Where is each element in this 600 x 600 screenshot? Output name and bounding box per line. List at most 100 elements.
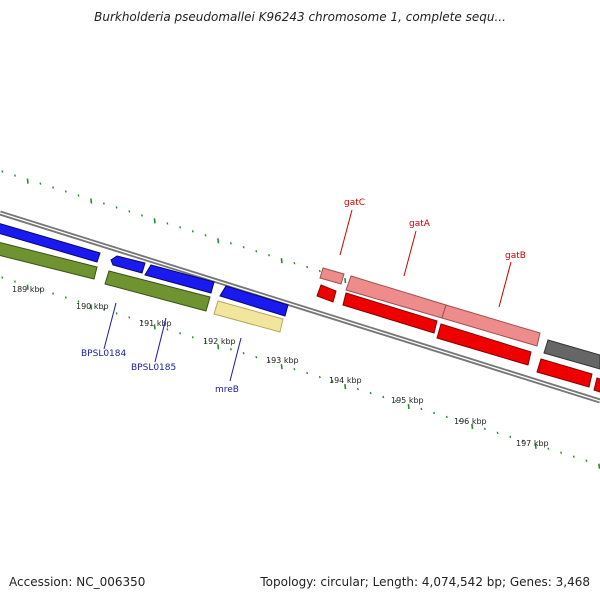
major-tick xyxy=(217,238,220,244)
minor-tick xyxy=(445,415,448,419)
minor-tick xyxy=(382,395,385,399)
gene-labels: BPSL0184 BPSL0185 mreB gatC gatA gatB xyxy=(81,198,526,395)
tick-label: 196 kbp xyxy=(454,417,487,426)
minor-tick xyxy=(102,308,105,311)
gene-track-reverse-right xyxy=(316,284,600,393)
gene-label-gatA[interactable]: gatA xyxy=(409,219,431,229)
minor-tick xyxy=(204,340,207,343)
gene-track-reverse-left xyxy=(0,241,284,333)
major-tick xyxy=(153,324,156,330)
minor-tick xyxy=(318,269,321,273)
minor-tick xyxy=(166,222,169,225)
minor-tick xyxy=(77,300,80,303)
minor-tick xyxy=(433,411,436,415)
minor-tick xyxy=(522,439,524,443)
tick-label: 189 kbp xyxy=(12,285,45,294)
gene-green[interactable] xyxy=(0,241,98,280)
gene-blue[interactable] xyxy=(144,264,215,294)
major-tick xyxy=(153,218,156,224)
minor-tick xyxy=(509,435,512,439)
gene-label-gatB[interactable]: gatB xyxy=(505,251,526,261)
major-tick xyxy=(598,463,600,469)
minor-tick xyxy=(39,288,42,291)
gene-blue[interactable] xyxy=(219,285,289,317)
minor-tick xyxy=(77,194,80,197)
minor-tick xyxy=(115,312,118,315)
tick-label: 192 kbp xyxy=(203,337,236,346)
gene-red[interactable] xyxy=(593,377,600,393)
minor-tick xyxy=(179,332,182,335)
gene-blue[interactable] xyxy=(0,223,101,263)
minor-tick xyxy=(229,348,232,351)
chromosome-backbone xyxy=(0,210,600,404)
gene-red[interactable] xyxy=(342,292,438,334)
minor-tick xyxy=(242,245,245,249)
minor-tick xyxy=(64,190,67,193)
minor-tick xyxy=(141,214,143,217)
minor-tick xyxy=(356,387,359,391)
minor-tick xyxy=(268,253,270,257)
minor-tick xyxy=(64,296,67,299)
label-leaders xyxy=(103,209,512,382)
major-tick xyxy=(90,198,93,204)
gene-blue[interactable] xyxy=(110,255,146,274)
accession-text: Accession: NC_006350 xyxy=(9,575,146,589)
minor-tick xyxy=(52,186,55,189)
tick-label: 197 kbp xyxy=(516,439,549,448)
minor-tick xyxy=(483,427,486,431)
gene-red[interactable] xyxy=(316,284,337,303)
major-tick xyxy=(471,423,474,429)
minor-tick xyxy=(102,202,105,205)
major-tick xyxy=(26,178,29,184)
major-tick xyxy=(344,384,347,390)
minor-tick xyxy=(166,328,169,331)
major-tick xyxy=(407,403,410,410)
minor-tick xyxy=(128,210,131,213)
gene-red[interactable] xyxy=(436,323,532,366)
minor-tick xyxy=(242,351,245,355)
minor-tick xyxy=(14,174,16,177)
gene-red[interactable] xyxy=(536,358,593,388)
minor-tick xyxy=(318,375,321,379)
major-tick xyxy=(26,284,29,290)
minor-tick xyxy=(585,459,588,462)
minor-tick xyxy=(496,431,499,435)
gene-yellow-mreB[interactable] xyxy=(213,300,284,333)
tick-label: 193 kbp xyxy=(266,356,299,365)
gene-track-forward-right xyxy=(319,267,600,370)
minor-tick xyxy=(420,407,423,411)
gene-label-BPSL0184[interactable]: BPSL0184 xyxy=(81,349,127,359)
minor-tick xyxy=(306,371,309,375)
scale-labels: 189 kbp 190 kbp 191 kbp 192 kbp 193 kbp … xyxy=(12,285,549,448)
minor-tick xyxy=(331,379,334,383)
minor-tick xyxy=(141,320,143,323)
tick-label: 190 kbp xyxy=(76,302,109,311)
minor-tick xyxy=(115,206,118,209)
major-tick xyxy=(280,258,283,264)
minor-tick xyxy=(395,399,397,403)
minor-tick xyxy=(229,242,232,245)
minor-tick xyxy=(179,226,182,229)
minor-tick xyxy=(293,367,296,371)
minor-tick xyxy=(1,170,4,173)
minor-tick xyxy=(268,359,270,363)
gene-gray[interactable] xyxy=(543,339,600,370)
minor-tick xyxy=(128,316,131,319)
major-tick xyxy=(217,344,220,350)
gene-pink-gatB[interactable] xyxy=(441,304,541,347)
gene-green[interactable] xyxy=(104,270,211,312)
gene-label-BPSL0185[interactable]: BPSL0185 xyxy=(131,363,176,373)
gene-label-mreB[interactable]: mreB xyxy=(215,385,239,395)
minor-tick xyxy=(255,355,258,359)
gene-pink-gatC[interactable] xyxy=(319,267,345,285)
gene-label-gatC[interactable]: gatC xyxy=(344,198,365,208)
gene-track-forward-left xyxy=(0,223,289,317)
minor-tick xyxy=(39,182,42,185)
minor-tick xyxy=(191,230,194,233)
tick-label: 195 kbp xyxy=(391,396,424,405)
minor-tick xyxy=(369,391,372,395)
minor-tick xyxy=(255,249,258,253)
genome-summary-text: Topology: circular; Length: 4,074,542 bp… xyxy=(260,575,590,589)
